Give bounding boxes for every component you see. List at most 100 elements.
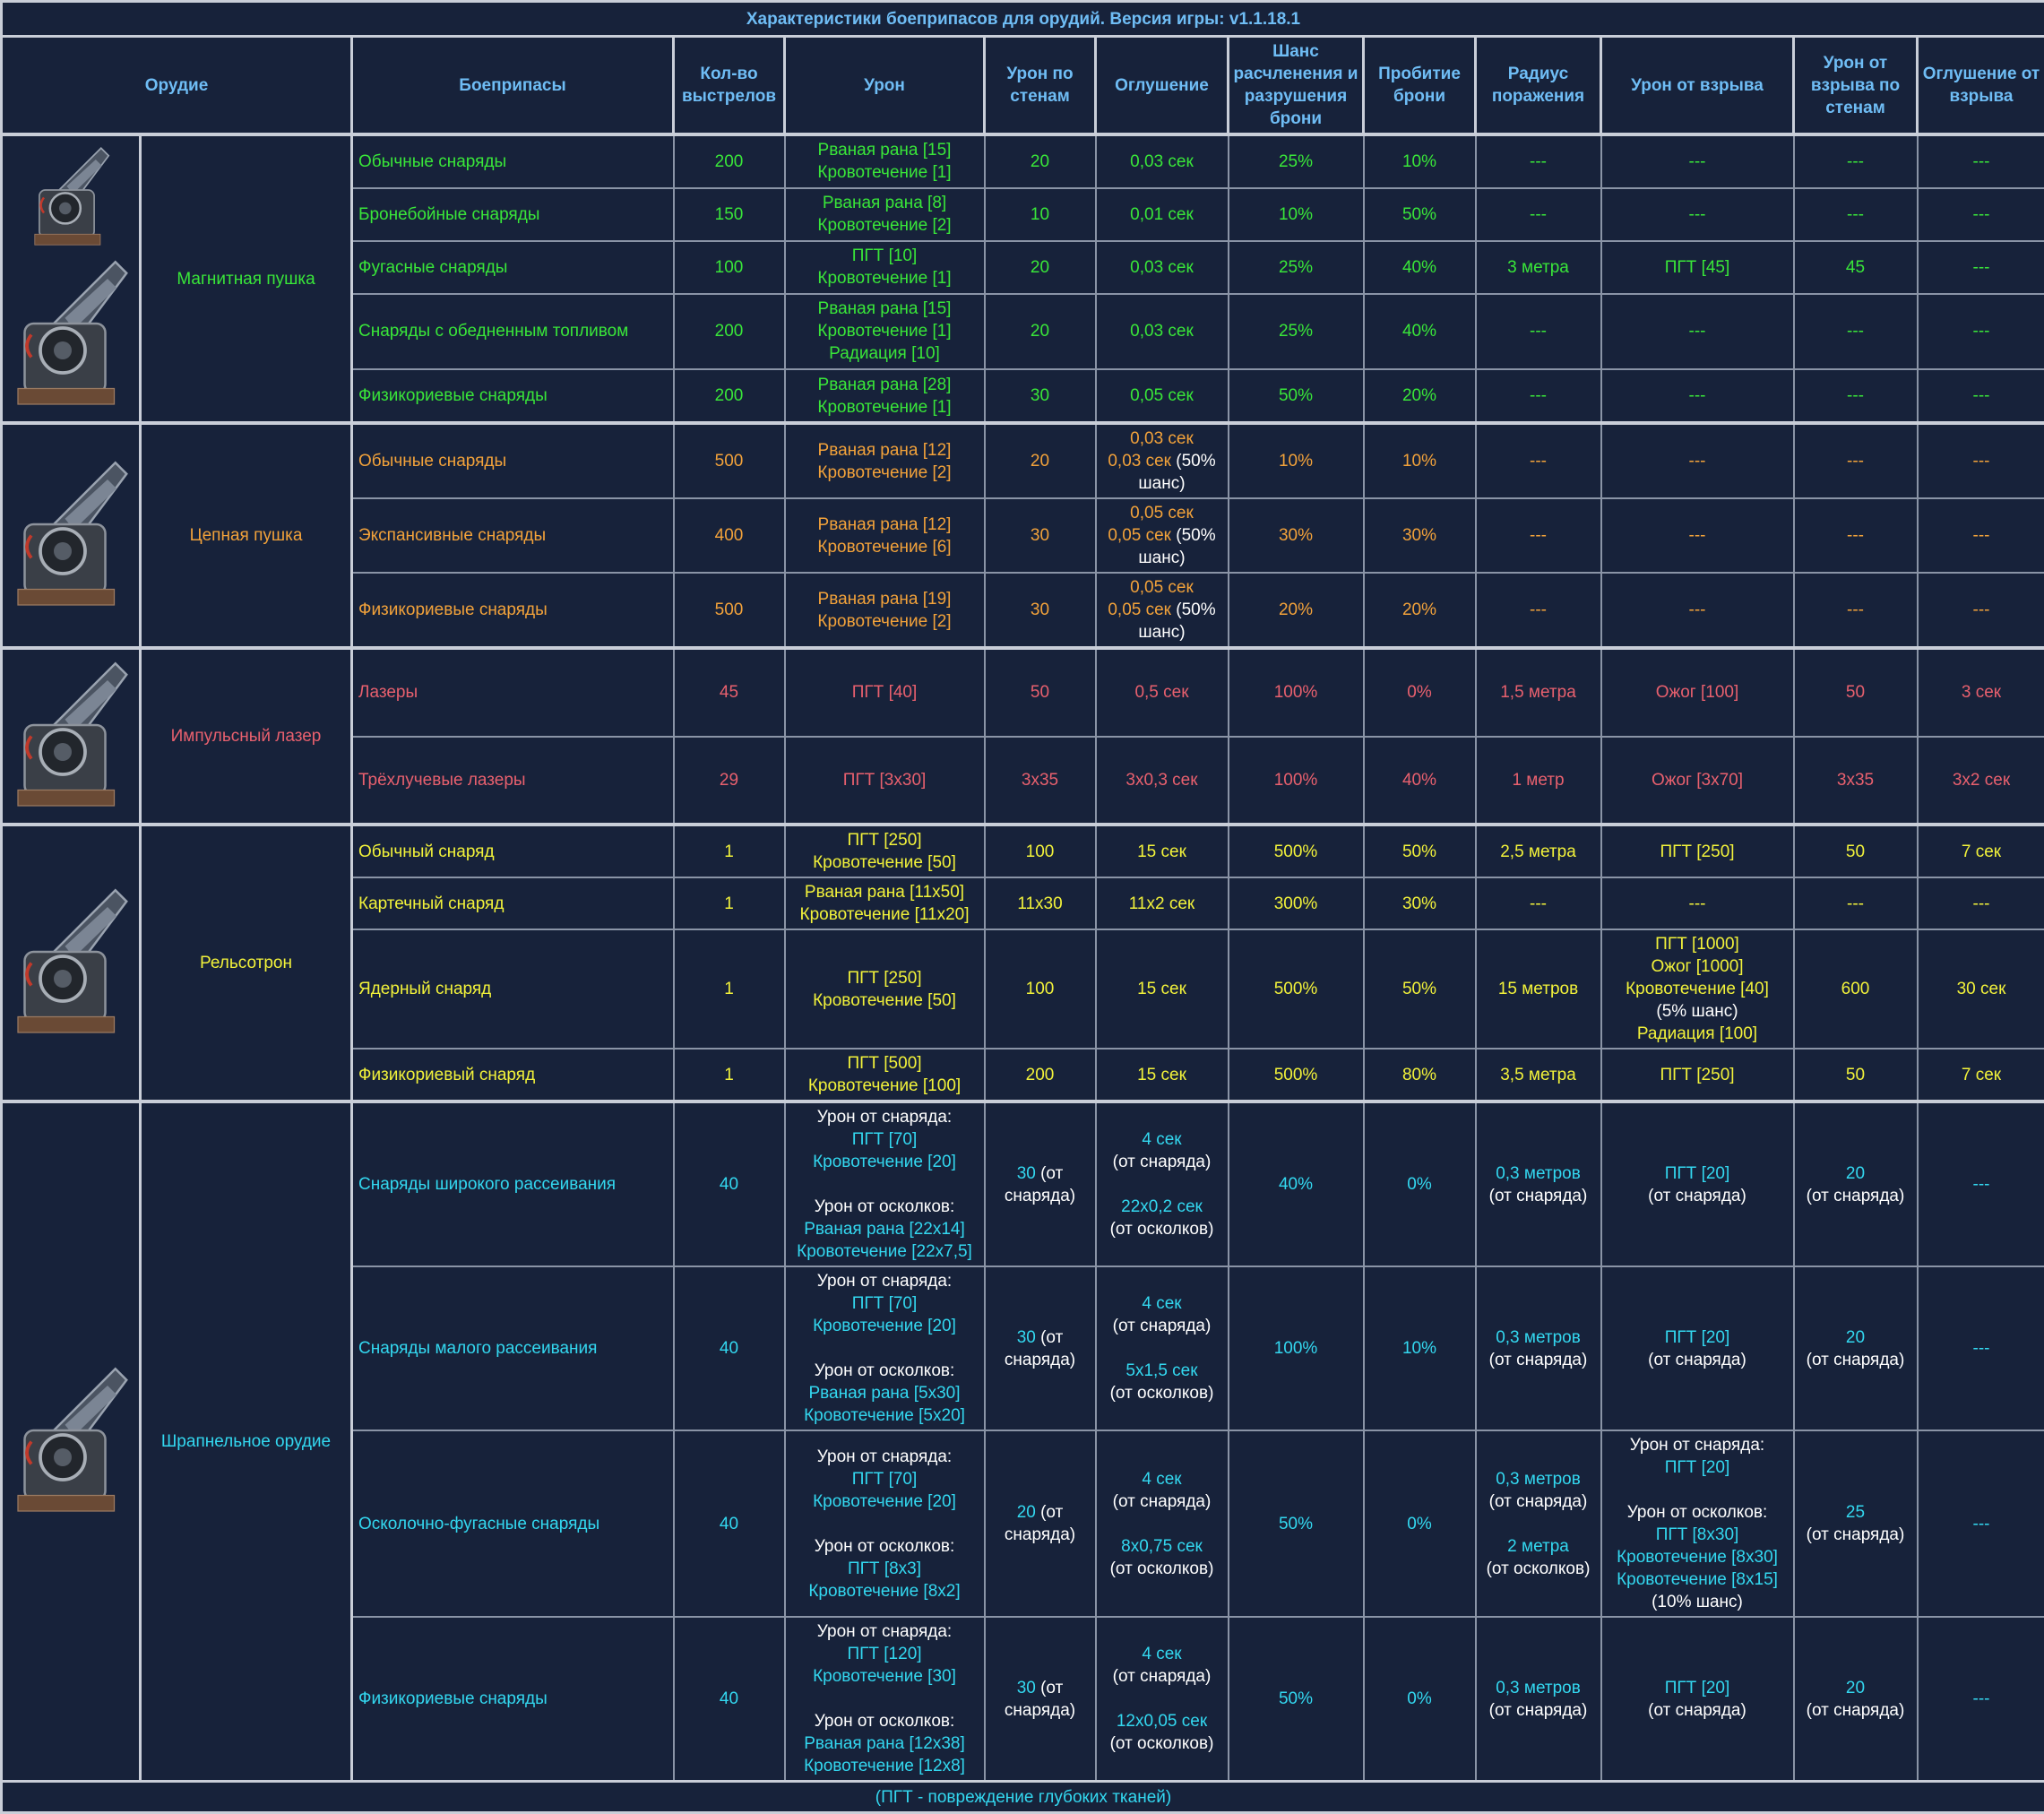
blast-damage-cell: Ожог [3x70] (1601, 737, 1794, 825)
dismember-chance-cell: 10% (1229, 188, 1364, 241)
dismember-chance-cell: 100% (1229, 648, 1364, 737)
cell-text: 0,3 метров (1496, 1679, 1581, 1697)
cell-text: --- (1847, 894, 1864, 913)
shots-cell: 1 (674, 877, 785, 929)
blank-line (1605, 1479, 1790, 1501)
blast-damage-cell: Урон от снаряда:ПГТ [20]Урон от осколков… (1601, 1430, 1794, 1617)
blast-wall-damage-cell: 20(от снаряда) (1794, 1101, 1918, 1266)
cell-text: 50% (1279, 1515, 1313, 1533)
stun-cell: 4 сек(от снаряда)5x1,5 сек(от осколков) (1096, 1266, 1229, 1430)
cell-text: 3 сек (1962, 683, 2001, 702)
armor-pierce-cell: 20% (1364, 573, 1476, 648)
blast-wall-damage-cell: --- (1794, 134, 1918, 188)
blast-radius-cell: --- (1476, 423, 1601, 498)
cell-note: Урон от снаряда: (1630, 1436, 1764, 1455)
table-title: Характеристики боеприпасов для орудий. В… (2, 2, 2044, 37)
damage-cell: Рваная рана [28]Кровотечение [1] (785, 369, 985, 423)
cell-text: ПГТ [8x30] (1656, 1525, 1739, 1544)
cell-text: 50 (1846, 683, 1865, 702)
cell-text: Рваная рана [15] (818, 299, 952, 318)
cell-text: --- (1689, 600, 1706, 619)
cell-text: 10% (1402, 1339, 1436, 1358)
cell-text: ПГТ [20] (1665, 1328, 1730, 1347)
cell-text: Кровотечение [8x15] (1617, 1570, 1778, 1589)
cell-text: --- (1689, 894, 1706, 913)
cell-note: снаряда) (1005, 1351, 1075, 1369)
ammo-name: Фугасные снаряды (352, 241, 674, 294)
cell-text: 10% (1279, 452, 1313, 471)
cell-text: Кровотечение [8x30] (1617, 1548, 1778, 1567)
blast-stun-cell: --- (1918, 498, 2044, 573)
cell-text: --- (1530, 452, 1547, 471)
blast-radius-cell: 3,5 метра (1476, 1049, 1601, 1101)
blast-wall-damage-cell: 25(от снаряда) (1794, 1430, 1918, 1617)
wall-damage-cell: 100 (985, 929, 1096, 1049)
stun-cell: 0,05 сек (1096, 369, 1229, 423)
cell-text: 20 (1031, 452, 1049, 471)
cell-text: 30 (1017, 1328, 1036, 1347)
blast-stun-cell: --- (1918, 241, 2044, 294)
cell-text: 20 (1017, 1503, 1036, 1522)
blast-damage-cell: --- (1601, 188, 1794, 241)
cell-text: --- (1530, 386, 1547, 405)
cell-text: Ожог [3x70] (1652, 771, 1743, 790)
wall-damage-cell: 100 (985, 825, 1096, 877)
blank-line (789, 1513, 981, 1535)
cell-text: --- (1530, 600, 1547, 619)
cell-text: 10% (1402, 452, 1436, 471)
weapon-name: Импульсный лазер (141, 648, 352, 825)
blast-radius-cell: --- (1476, 134, 1601, 188)
cell-text: 0,3 метров (1496, 1470, 1581, 1489)
blast-stun-cell: 7 сек (1918, 825, 2044, 877)
cell-text: 30 (1031, 386, 1049, 405)
ammo-name: Снаряды широкого рассеивания (352, 1101, 674, 1266)
cell-note: (5% шанс) (1656, 1002, 1738, 1021)
blank-line (789, 1173, 981, 1196)
cell-text: --- (1847, 452, 1864, 471)
ammo-name: Обычный снаряд (352, 825, 674, 877)
column-header: Оглушение от взрыва (1918, 37, 2044, 135)
blast-wall-damage-cell: --- (1794, 423, 1918, 498)
cell-text: Кровотечение [5x20] (804, 1406, 965, 1425)
weapon-name: Цепная пушка (141, 423, 352, 648)
cell-note: снаряда) (1005, 1525, 1075, 1544)
blast-damage-cell: --- (1601, 573, 1794, 648)
cell-note: (от снаряда) (1113, 1317, 1212, 1335)
cell-text: Кровотечение [100] (808, 1076, 961, 1095)
damage-cell: Рваная рана [8]Кровотечение [2] (785, 188, 985, 241)
cell-text: ПГТ [70] (852, 1294, 918, 1313)
damage-cell: Урон от снаряда:ПГТ [70]Кровотечение [20… (785, 1101, 985, 1266)
blank-line (1100, 1688, 1225, 1710)
blank-line (1100, 1513, 1225, 1535)
cell-text: 50% (1402, 205, 1436, 224)
cell-text: ПГТ [250] (1660, 1066, 1734, 1084)
weapon-name: Рельсотрон (141, 825, 352, 1101)
cell-text: 25% (1279, 322, 1313, 341)
cell-text: ПГТ [8x3] (848, 1559, 921, 1578)
cell-note: (50% (1171, 452, 1216, 471)
cell-text: Кровотечение [50] (813, 991, 956, 1010)
damage-cell: ПГТ [250]Кровотечение [50] (785, 929, 985, 1049)
wall-damage-cell: 20 (985, 241, 1096, 294)
cell-text: --- (1973, 894, 1990, 913)
shots-cell: 500 (674, 423, 785, 498)
cell-text: 2 метра (1507, 1537, 1569, 1556)
armor-pierce-cell: 50% (1364, 929, 1476, 1049)
weapon-image (2, 1101, 141, 1782)
cell-text: 30% (1402, 526, 1436, 545)
cell-text: --- (1973, 1175, 1990, 1194)
cell-note: (от осколков) (1487, 1559, 1591, 1578)
cell-text: --- (1973, 152, 1990, 171)
blast-radius-cell: 2,5 метра (1476, 825, 1601, 877)
armor-pierce-cell: 40% (1364, 737, 1476, 825)
blast-radius-cell: --- (1476, 369, 1601, 423)
wall-damage-cell: 10 (985, 188, 1096, 241)
shots-cell: 200 (674, 294, 785, 369)
cell-text: 20% (1279, 600, 1313, 619)
cell-text: 0,03 сек (1108, 452, 1171, 471)
blast-radius-cell: 3 метра (1476, 241, 1601, 294)
cell-text: 1 (724, 1066, 734, 1084)
stun-cell: 0,03 сек (1096, 294, 1229, 369)
cell-text: Кровотечение [1] (817, 398, 951, 417)
